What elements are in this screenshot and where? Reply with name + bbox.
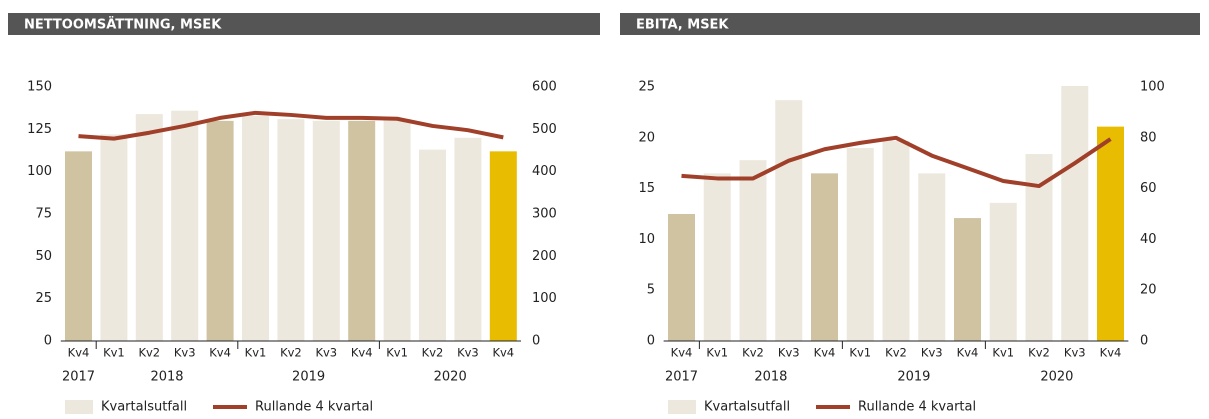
y2-tick-label: 200 — [532, 249, 557, 264]
x-tick-label: Kv1 — [386, 346, 408, 360]
x-tick-label: Kv3 — [1064, 346, 1086, 360]
bar — [242, 115, 269, 341]
bar — [489, 151, 517, 341]
y-tick-label: 25 — [35, 291, 52, 306]
x-tick-label: Kv4 — [68, 346, 90, 360]
legend-label: Rullande 4 kvartal — [858, 400, 976, 415]
y-tick-label: 10 — [638, 232, 655, 247]
x-tick-label: Kv2 — [422, 346, 444, 360]
x-tick-label: Kv1 — [706, 346, 728, 360]
bar — [454, 137, 482, 341]
bar — [703, 173, 731, 341]
year-label: 2017 — [665, 370, 698, 385]
y-tick-label: 25 — [638, 80, 655, 95]
legend-label: Rullande 4 kvartal — [255, 400, 373, 415]
bar — [277, 119, 305, 341]
y-tick-label: 0 — [44, 334, 52, 349]
y2-tick-label: 500 — [532, 122, 557, 137]
year-label: 2020 — [434, 370, 467, 385]
year-label: 2017 — [62, 370, 95, 385]
x-tick-label: Kv4 — [209, 346, 231, 360]
y-tick-label: 20 — [638, 130, 655, 145]
legend-swatch — [668, 400, 696, 414]
bar — [989, 202, 1017, 341]
bar — [1097, 126, 1124, 342]
bar — [383, 119, 411, 341]
x-tick-label: Kv3 — [174, 346, 196, 360]
bar — [882, 140, 910, 341]
x-tick-label: Kv1 — [849, 346, 871, 360]
y-tick-label: 50 — [35, 249, 52, 264]
bar — [419, 149, 446, 341]
y2-tick-label: 400 — [532, 164, 557, 179]
x-tick-label: Kv3 — [778, 346, 800, 360]
y-tick-label: 125 — [27, 122, 52, 137]
x-tick-label: Kv3 — [457, 346, 479, 360]
chart-title: EBITA, MSEK — [636, 18, 729, 33]
y-tick-label: 100 — [27, 164, 52, 179]
bar — [954, 218, 981, 341]
x-tick-label: Kv2 — [280, 346, 302, 360]
year-label: 2019 — [897, 370, 930, 385]
x-tick-label: Kv1 — [992, 346, 1014, 360]
y-tick-label: 75 — [35, 207, 52, 222]
legend-label: Kvartalsutfall — [704, 400, 790, 415]
bar — [846, 147, 874, 341]
y2-tick-label: 0 — [1140, 334, 1148, 349]
y2-tick-label: 100 — [1140, 80, 1165, 95]
x-tick-label: Kv3 — [315, 346, 337, 360]
bar — [206, 120, 234, 341]
bar — [171, 110, 199, 341]
bar — [348, 120, 376, 341]
bar — [100, 134, 128, 341]
x-tick-label: Kv1 — [103, 346, 125, 360]
x-tick-label: Kv4 — [1100, 346, 1122, 360]
header-bar — [8, 13, 600, 35]
line — [681, 135, 1112, 189]
y2-tick-label: 40 — [1140, 232, 1157, 247]
y2-tick-label: 60 — [1140, 181, 1157, 196]
x-tick-label: Kv3 — [921, 346, 943, 360]
y2-tick-label: 100 — [532, 291, 557, 306]
bar — [668, 214, 695, 341]
x-tick-label: Kv4 — [492, 346, 514, 360]
y2-tick-label: 300 — [532, 207, 557, 222]
y-tick-label: 150 — [27, 80, 52, 95]
y-tick-label: 0 — [647, 334, 655, 349]
year-label: 2019 — [292, 370, 325, 385]
bar — [65, 151, 92, 341]
x-tick-label: Kv2 — [1028, 346, 1050, 360]
bar — [811, 173, 838, 341]
bar — [135, 114, 163, 342]
y-tick-label: 5 — [647, 283, 655, 298]
header-bar — [620, 13, 1200, 35]
y2-tick-label: 80 — [1140, 130, 1157, 145]
x-tick-label: Kv2 — [742, 346, 764, 360]
chart-title: NETTOOMSÄTTNING, MSEK — [24, 17, 222, 33]
line — [78, 110, 504, 141]
x-tick-label: Kv2 — [138, 346, 160, 360]
bar — [739, 160, 767, 341]
bar — [1061, 85, 1089, 341]
year-label: 2020 — [1040, 370, 1073, 385]
y2-tick-label: 600 — [532, 80, 557, 95]
y2-tick-label: 0 — [532, 334, 540, 349]
bar — [918, 173, 946, 341]
x-tick-label: Kv1 — [245, 346, 267, 360]
bar — [775, 100, 803, 341]
bar — [312, 120, 340, 341]
x-tick-label: Kv4 — [814, 346, 836, 360]
year-label: 2018 — [754, 370, 787, 385]
y2-tick-label: 20 — [1140, 283, 1157, 298]
year-label: 2018 — [150, 370, 183, 385]
y-tick-label: 15 — [638, 181, 655, 196]
x-tick-label: Kv4 — [671, 346, 693, 360]
legend-label: Kvartalsutfall — [101, 400, 187, 415]
x-tick-label: Kv4 — [351, 346, 373, 360]
x-tick-label: Kv2 — [885, 346, 907, 360]
x-tick-label: Kv4 — [957, 346, 979, 360]
legend-swatch — [65, 400, 93, 414]
